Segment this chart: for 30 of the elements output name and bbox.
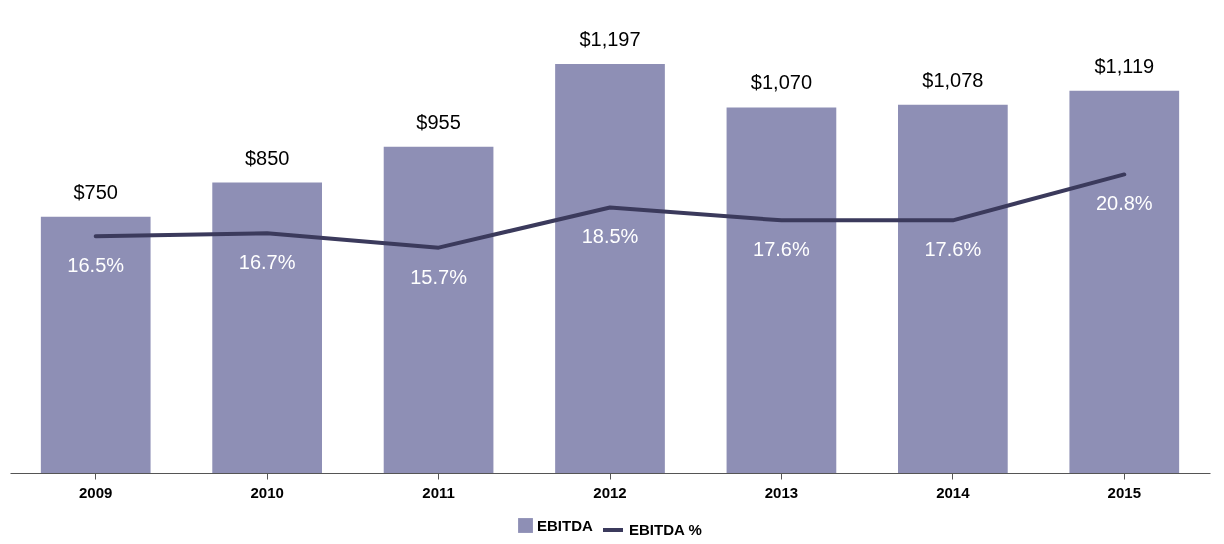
data-label: $850 <box>244 146 290 169</box>
x-tick-label: 2014 <box>936 483 971 501</box>
bar <box>40 216 151 473</box>
data-label: $1,197 <box>579 28 641 50</box>
data-label: 16.5% <box>67 254 125 277</box>
bar <box>898 104 1008 473</box>
data-label: 16.7% <box>238 251 296 274</box>
data-label: $1,119 <box>1094 54 1155 77</box>
data-label: 20.8% <box>1095 192 1153 215</box>
legend-label: EBITDA % <box>629 521 702 538</box>
bar <box>212 182 322 473</box>
x-tick-label: 2011 <box>422 483 455 501</box>
x-tick-label: 2013 <box>764 483 799 501</box>
bar <box>1069 90 1180 473</box>
data-label: 17.6% <box>924 238 982 261</box>
legend-label: EBITDA <box>537 516 593 534</box>
data-label: $1,078 <box>922 68 984 91</box>
bar <box>555 64 665 473</box>
data-label: 17.6% <box>753 238 810 261</box>
data-label: $955 <box>416 110 461 133</box>
x-tick-label: 2010 <box>250 483 284 501</box>
data-label: 18.5% <box>581 225 639 248</box>
bar <box>726 107 837 473</box>
bar <box>383 146 494 473</box>
data-label: $1,070 <box>750 71 813 94</box>
x-tick-label: 2012 <box>593 483 627 501</box>
x-tick-label: 2015 <box>1107 483 1141 501</box>
data-label: 15.7% <box>410 265 468 288</box>
data-label: $750 <box>73 180 118 203</box>
x-tick-label: 2009 <box>79 483 113 501</box>
